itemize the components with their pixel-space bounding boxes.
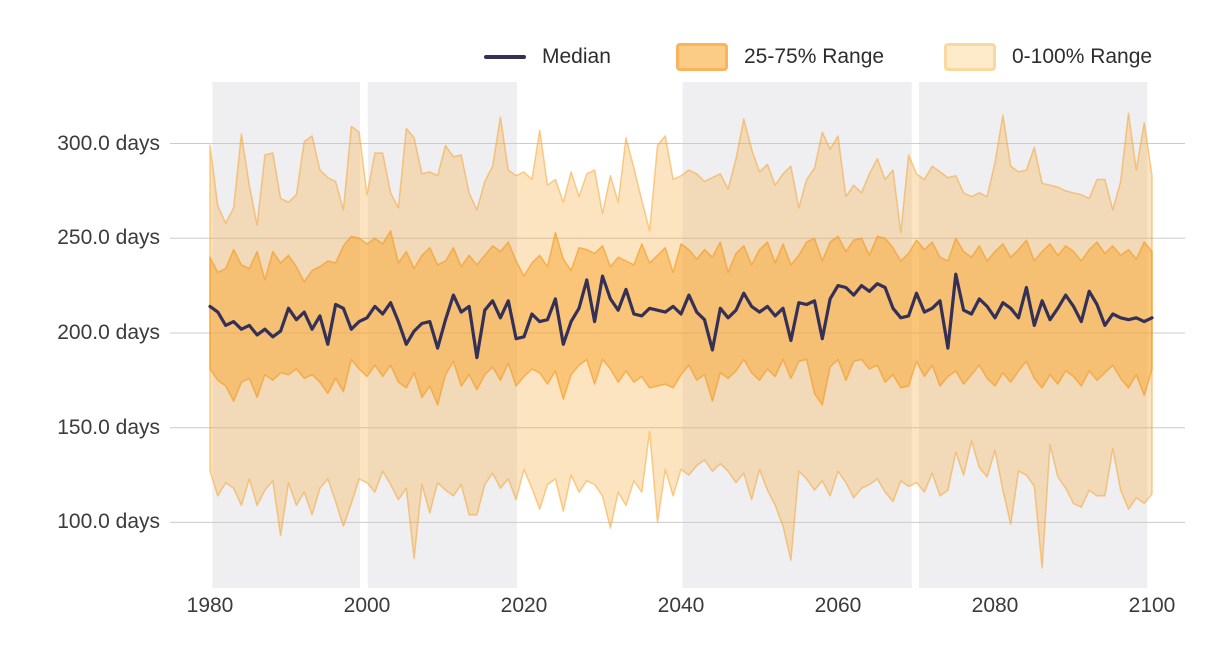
y-tick-label-150: 150.0 days [57,416,160,439]
x-tick-label-2020: 2020 [500,594,548,617]
x-tick-label-2060: 2060 [814,594,862,617]
y-tick-label-100: 100.0 days [57,510,160,533]
legend-item-0-100-range[interactable]: 0-100% Range [944,42,1152,72]
legend-label-0-100-range: 0-100% Range [1012,45,1153,68]
median-line-swatch-icon [484,55,526,59]
x-tick-label-2100: 2100 [1128,594,1176,617]
y-tick-label-300: 300.0 days [57,132,160,155]
x-tick-label-2000: 2000 [343,594,391,617]
chart-legend: Median 25-75% Range 0-100% Range [0,0,1229,80]
legend-label-median: Median [542,45,611,68]
band-25-75-range [209,229,1153,406]
y-tick-label-250: 250.0 days [57,226,160,249]
legend-label-25-75-range: 25-75% Range [744,45,885,68]
legend-item-25-75-range[interactable]: 25-75% Range [676,42,884,72]
x-tick-label-2080: 2080 [971,594,1019,617]
0-100-range-swatch-icon [944,43,996,71]
x-tick-label-1980: 1980 [186,594,234,617]
25-75-range-swatch-icon [676,43,728,71]
y-tick-label-200: 200.0 days [57,321,160,344]
median-line [208,272,1154,360]
legend-item-median[interactable]: Median [484,42,611,72]
x-tick-label-2040: 2040 [657,594,705,617]
